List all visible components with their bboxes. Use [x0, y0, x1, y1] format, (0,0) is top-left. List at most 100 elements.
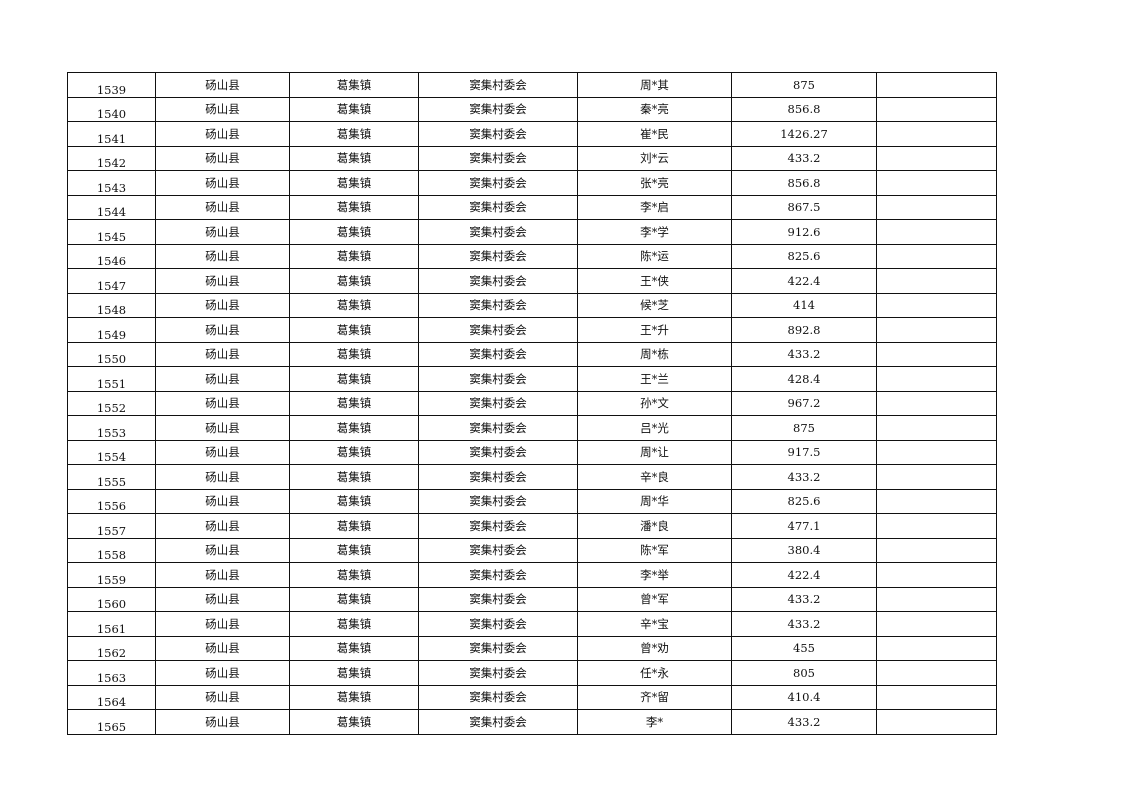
name-cell: 李*学 — [577, 219, 732, 245]
note-cell — [876, 219, 997, 245]
name-cell: 陈*军 — [577, 537, 732, 563]
village-cell: 窦集村委会 — [418, 390, 578, 416]
village-cell: 窦集村委会 — [418, 586, 578, 612]
town-cell: 葛集镇 — [289, 415, 419, 441]
amount-cell: 856.8 — [731, 170, 877, 196]
town-cell: 葛集镇 — [289, 96, 419, 122]
table-row: 1564 砀山县 葛集镇 窦集村委会 齐*留 410.4 — [67, 684, 997, 710]
village-cell: 窦集村委会 — [418, 513, 578, 539]
table-row: 1552 砀山县 葛集镇 窦集村委会 孙*文 967.2 — [67, 390, 997, 416]
amount-cell: 422.4 — [731, 268, 877, 294]
row-number: 1545 — [67, 219, 156, 245]
note-cell — [876, 317, 997, 343]
village-cell: 窦集村委会 — [418, 635, 578, 661]
name-cell: 孙*文 — [577, 390, 732, 416]
county-cell: 砀山县 — [155, 243, 290, 269]
row-number: 1550 — [67, 341, 156, 367]
county-cell: 砀山县 — [155, 145, 290, 171]
amount-cell: 912.6 — [731, 219, 877, 245]
county-cell: 砀山县 — [155, 317, 290, 343]
amount-cell: 917.5 — [731, 439, 877, 465]
row-number: 1552 — [67, 390, 156, 416]
town-cell: 葛集镇 — [289, 562, 419, 588]
table-row: 1548 砀山县 葛集镇 窦集村委会 候*芝 414 — [67, 292, 997, 318]
row-number: 1543 — [67, 170, 156, 196]
name-cell: 李*启 — [577, 194, 732, 220]
table-row: 1561 砀山县 葛集镇 窦集村委会 辛*宝 433.2 — [67, 611, 997, 637]
amount-cell: 805 — [731, 660, 877, 686]
county-cell: 砀山县 — [155, 366, 290, 392]
village-cell: 窦集村委会 — [418, 219, 578, 245]
village-cell: 窦集村委会 — [418, 145, 578, 171]
town-cell: 葛集镇 — [289, 121, 419, 147]
county-cell: 砀山县 — [155, 611, 290, 637]
row-number: 1562 — [67, 635, 156, 661]
name-cell: 周*栋 — [577, 341, 732, 367]
row-number: 1540 — [67, 96, 156, 122]
note-cell — [876, 586, 997, 612]
note-cell — [876, 194, 997, 220]
amount-cell: 433.2 — [731, 464, 877, 490]
village-cell: 窦集村委会 — [418, 660, 578, 686]
row-number: 1551 — [67, 366, 156, 392]
town-cell: 葛集镇 — [289, 635, 419, 661]
county-cell: 砀山县 — [155, 439, 290, 465]
note-cell — [876, 390, 997, 416]
village-cell: 窦集村委会 — [418, 562, 578, 588]
amount-cell: 422.4 — [731, 562, 877, 588]
village-cell: 窦集村委会 — [418, 72, 578, 98]
county-cell: 砀山县 — [155, 562, 290, 588]
note-cell — [876, 96, 997, 122]
table-row: 1540 砀山县 葛集镇 窦集村委会 秦*亮 856.8 — [67, 96, 997, 122]
row-number: 1548 — [67, 292, 156, 318]
note-cell — [876, 243, 997, 269]
town-cell: 葛集镇 — [289, 243, 419, 269]
name-cell: 候*芝 — [577, 292, 732, 318]
village-cell: 窦集村委会 — [418, 170, 578, 196]
table-row: 1547 砀山县 葛集镇 窦集村委会 王*侠 422.4 — [67, 268, 997, 294]
county-cell: 砀山县 — [155, 660, 290, 686]
name-cell: 周*其 — [577, 72, 732, 98]
village-cell: 窦集村委会 — [418, 292, 578, 318]
county-cell: 砀山县 — [155, 121, 290, 147]
row-number: 1542 — [67, 145, 156, 171]
amount-cell: 380.4 — [731, 537, 877, 563]
village-cell: 窦集村委会 — [418, 366, 578, 392]
village-cell: 窦集村委会 — [418, 537, 578, 563]
table-row: 1545 砀山县 葛集镇 窦集村委会 李*学 912.6 — [67, 219, 997, 245]
amount-cell: 867.5 — [731, 194, 877, 220]
amount-cell: 433.2 — [731, 586, 877, 612]
name-cell: 潘*良 — [577, 513, 732, 539]
name-cell: 张*亮 — [577, 170, 732, 196]
town-cell: 葛集镇 — [289, 660, 419, 686]
note-cell — [876, 537, 997, 563]
table-row: 1551 砀山县 葛集镇 窦集村委会 王*兰 428.4 — [67, 366, 997, 392]
village-cell: 窦集村委会 — [418, 341, 578, 367]
amount-cell: 856.8 — [731, 96, 877, 122]
table-row: 1549 砀山县 葛集镇 窦集村委会 王*升 892.8 — [67, 317, 997, 343]
name-cell: 刘*云 — [577, 145, 732, 171]
row-number: 1564 — [67, 684, 156, 710]
county-cell: 砀山县 — [155, 709, 290, 735]
table-row: 1559 砀山县 葛集镇 窦集村委会 李*举 422.4 — [67, 562, 997, 588]
note-cell — [876, 464, 997, 490]
name-cell: 辛*良 — [577, 464, 732, 490]
amount-cell: 433.2 — [731, 709, 877, 735]
county-cell: 砀山县 — [155, 513, 290, 539]
village-cell: 窦集村委会 — [418, 611, 578, 637]
name-cell: 吕*光 — [577, 415, 732, 441]
name-cell: 王*升 — [577, 317, 732, 343]
table-row: 1558 砀山县 葛集镇 窦集村委会 陈*军 380.4 — [67, 537, 997, 563]
county-cell: 砀山县 — [155, 268, 290, 294]
county-cell: 砀山县 — [155, 415, 290, 441]
town-cell: 葛集镇 — [289, 268, 419, 294]
row-number: 1544 — [67, 194, 156, 220]
table-row: 1546 砀山县 葛集镇 窦集村委会 陈*运 825.6 — [67, 243, 997, 269]
row-number: 1561 — [67, 611, 156, 637]
note-cell — [876, 635, 997, 661]
county-cell: 砀山县 — [155, 194, 290, 220]
note-cell — [876, 660, 997, 686]
table-row: 1539 砀山县 葛集镇 窦集村委会 周*其 875 — [67, 72, 997, 98]
table-row: 1543 砀山县 葛集镇 窦集村委会 张*亮 856.8 — [67, 170, 997, 196]
town-cell: 葛集镇 — [289, 464, 419, 490]
